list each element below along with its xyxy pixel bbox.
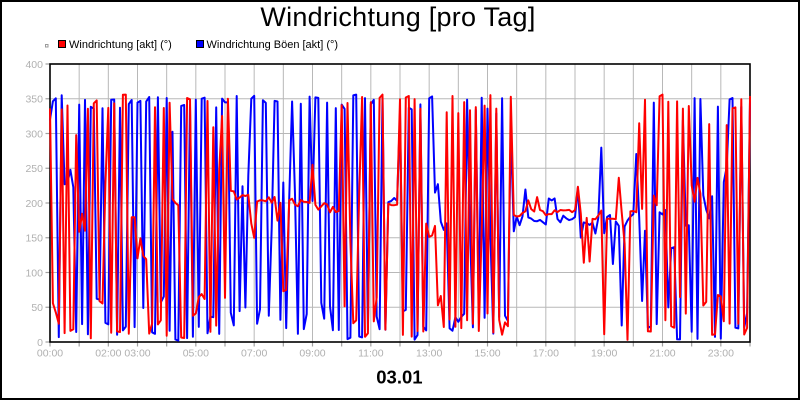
svg-text:23:00: 23:00 xyxy=(708,348,734,360)
svg-text:100: 100 xyxy=(25,267,43,279)
svg-text:Windrichtung [pro Tag]: Windrichtung [pro Tag] xyxy=(260,2,535,32)
svg-text:200: 200 xyxy=(25,198,43,210)
svg-text:17:00: 17:00 xyxy=(533,348,559,360)
svg-text:350: 350 xyxy=(25,94,43,106)
svg-text:13:00: 13:00 xyxy=(416,348,442,360)
svg-text:400: 400 xyxy=(25,59,43,71)
svg-text:00:00: 00:00 xyxy=(37,348,63,360)
svg-text:03:00: 03:00 xyxy=(124,348,150,360)
svg-text:21:00: 21:00 xyxy=(649,348,675,360)
svg-text:50: 50 xyxy=(31,302,43,314)
svg-text:250: 250 xyxy=(25,163,43,175)
svg-text:11:00: 11:00 xyxy=(358,348,384,360)
svg-text:05:00: 05:00 xyxy=(183,348,209,360)
svg-text:Windrichtung [akt] (°): Windrichtung [akt] (°) xyxy=(69,39,172,51)
svg-text:02:00: 02:00 xyxy=(95,348,121,360)
svg-text:300: 300 xyxy=(25,128,43,140)
svg-text:07:00: 07:00 xyxy=(241,348,267,360)
svg-text:03.01: 03.01 xyxy=(376,366,422,387)
svg-text:09:00: 09:00 xyxy=(299,348,325,360)
svg-text:0: 0 xyxy=(37,337,43,349)
svg-text:19:00: 19:00 xyxy=(591,348,617,360)
svg-text:Windrichtung Böen [akt] (°): Windrichtung Böen [akt] (°) xyxy=(207,39,339,51)
svg-text:15:00: 15:00 xyxy=(474,348,500,360)
svg-text:150: 150 xyxy=(25,233,43,245)
